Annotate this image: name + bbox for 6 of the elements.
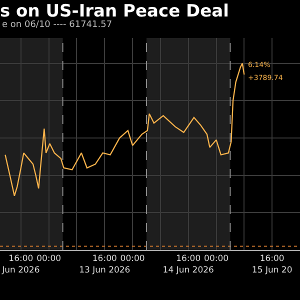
x-tick-label: 00:00: [204, 254, 229, 264]
x-tick-label: 00:00: [120, 254, 145, 264]
chart-subtitle: e on 06/10 ---- 61741.57: [2, 20, 112, 30]
chart-title: s on US-Iran Peace Deal: [0, 1, 229, 22]
x-tick-label: 00:00: [36, 254, 62, 264]
x-tick-label: 16:00 15 Jun 20: [252, 254, 292, 276]
